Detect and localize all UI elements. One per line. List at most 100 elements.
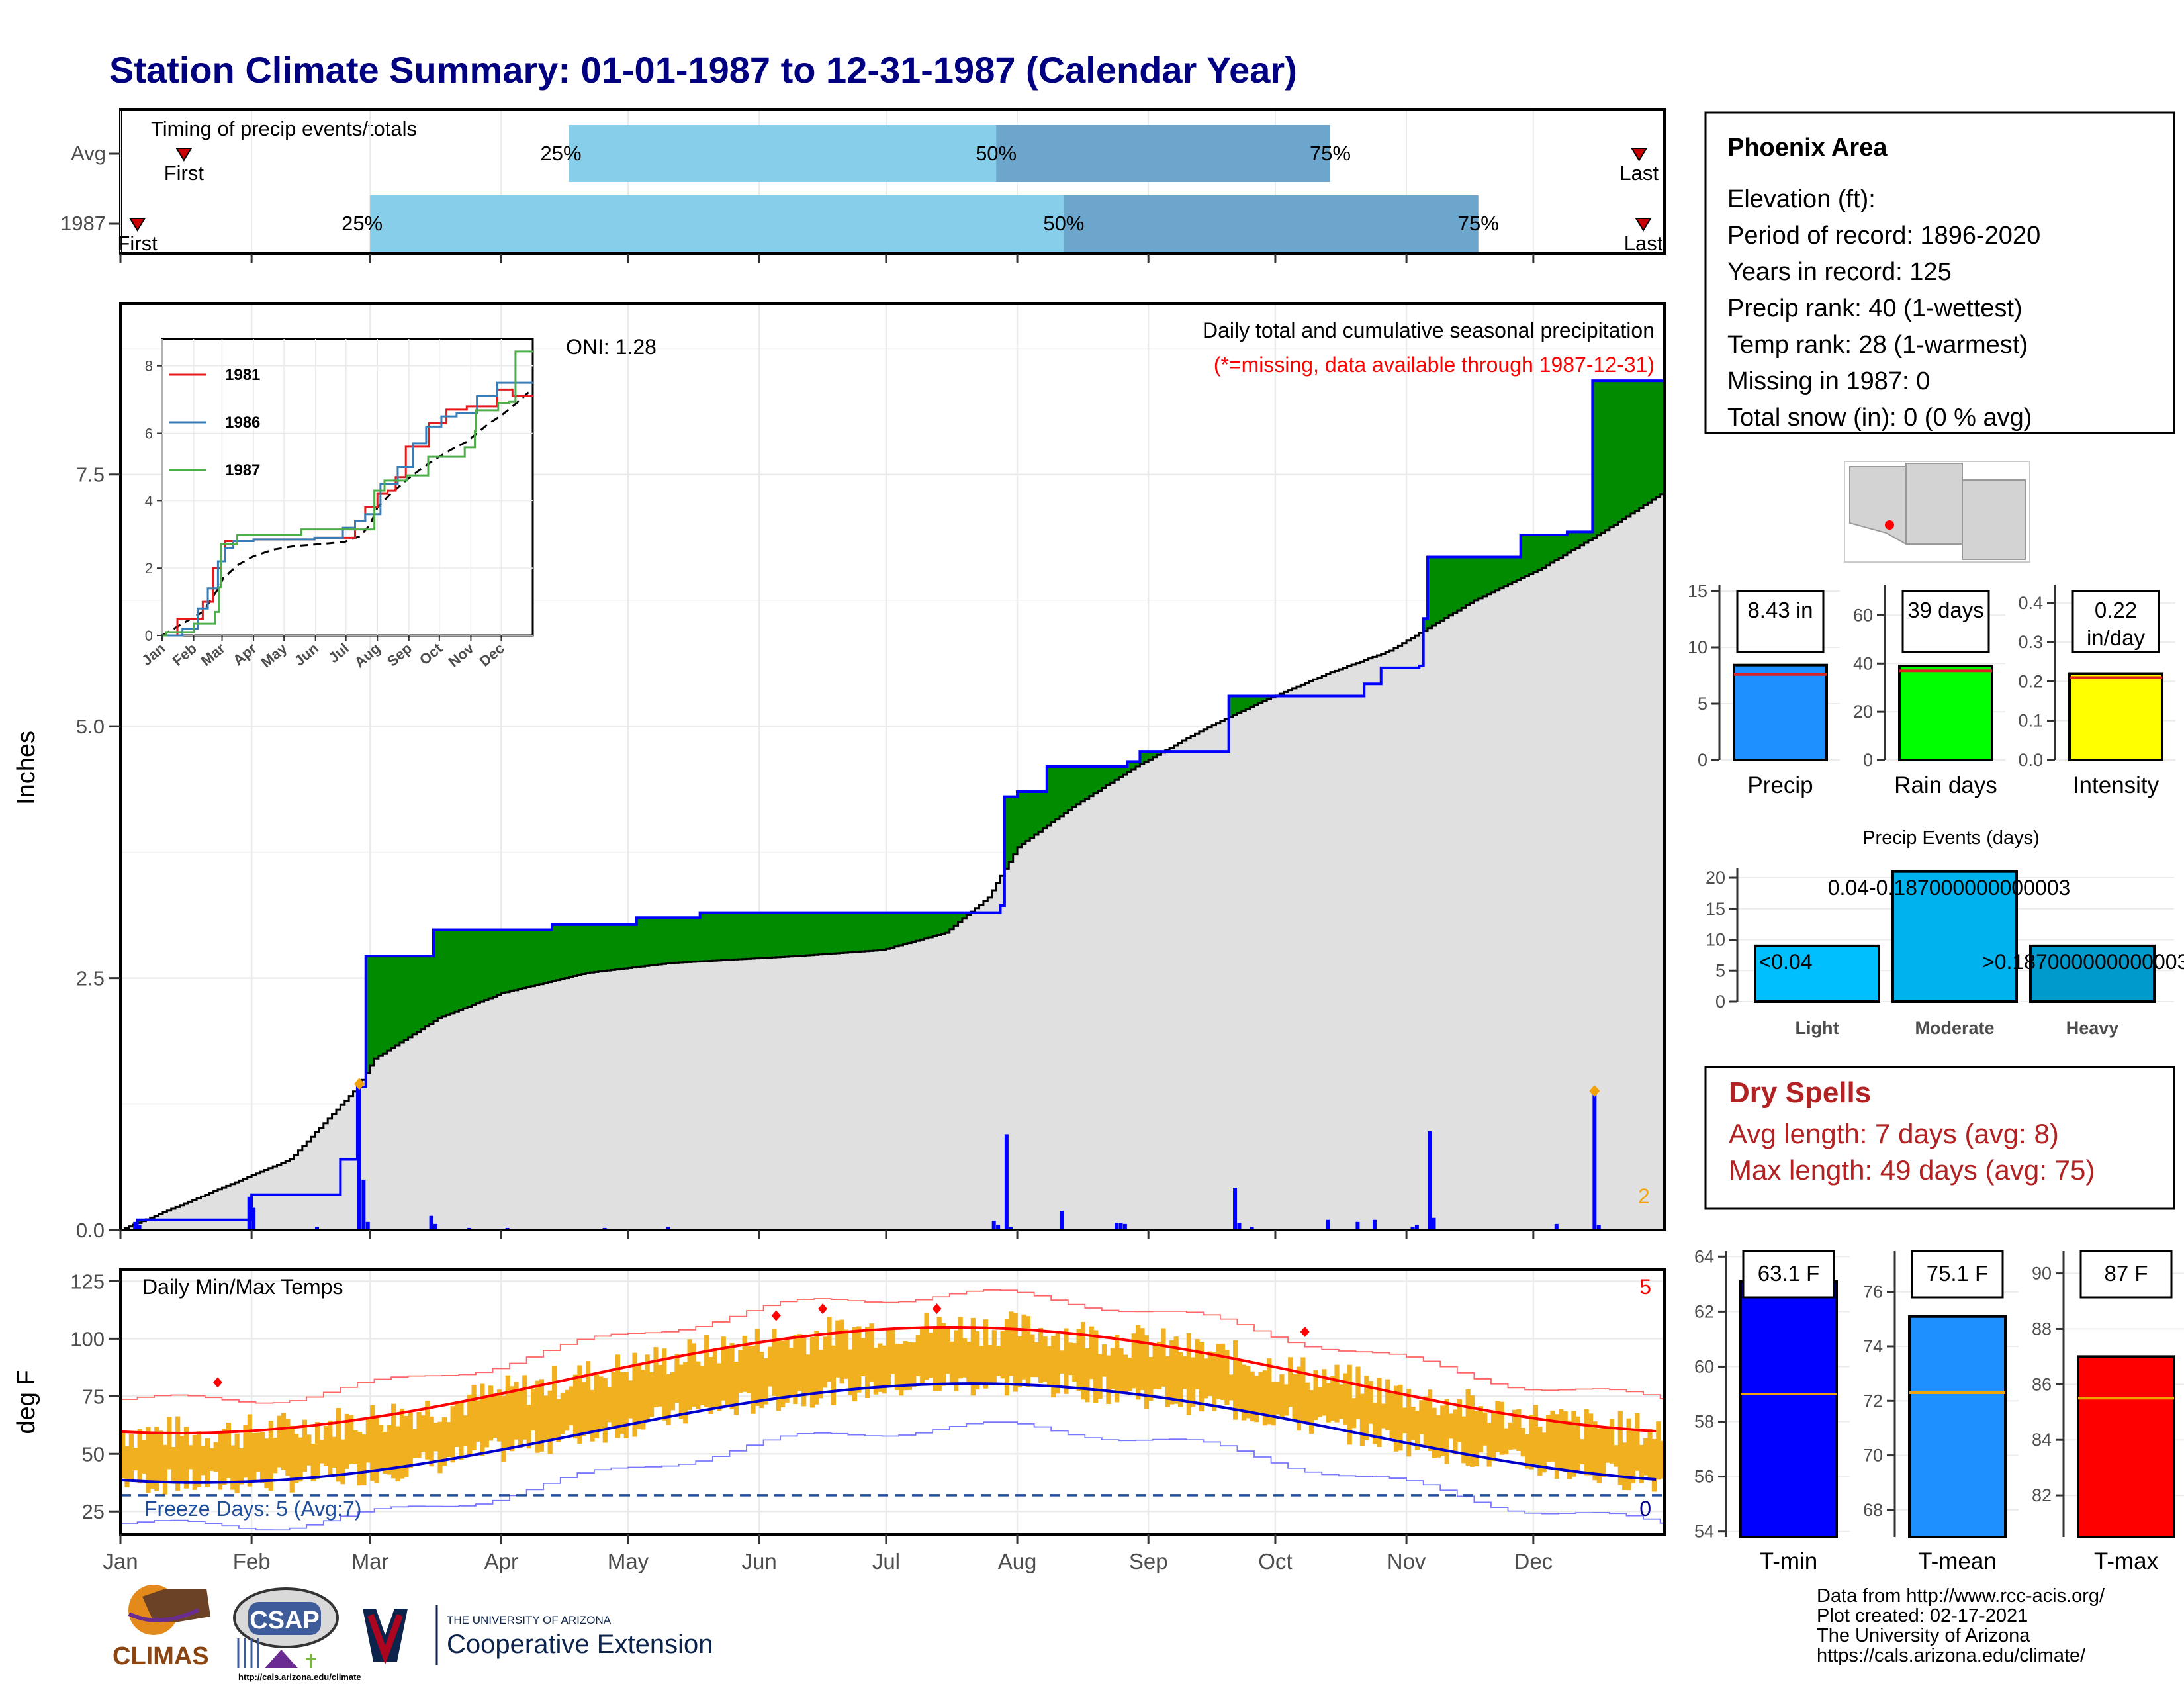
daily-temp-range-bar — [1292, 1374, 1297, 1421]
precip-anomaly-fill — [772, 912, 777, 958]
summary-ytick-label: 0 — [1698, 750, 1707, 770]
daily-temp-range-bar — [1309, 1390, 1314, 1434]
precip-anomaly-fill — [569, 924, 574, 978]
precip-daily-bar — [137, 1225, 142, 1230]
daily-temp-range-bar — [167, 1417, 172, 1470]
precip-daily-bar — [247, 1196, 251, 1230]
daily-temp-range-bar — [1144, 1335, 1150, 1409]
daily-temp-range-bar — [839, 1319, 844, 1384]
daily-temp-range-bar — [1110, 1348, 1115, 1390]
precip-anomaly-fill — [459, 929, 464, 1010]
precip-anomaly-fill — [645, 917, 650, 966]
daily-temp-range-bar — [1059, 1350, 1065, 1374]
precip-anomaly-fill — [492, 929, 498, 997]
precip-anomaly-fill — [425, 956, 430, 1027]
precip-anomaly-fill — [467, 929, 473, 1007]
precip-anomaly-fill — [632, 924, 637, 968]
temp-ytick-label: 50 — [82, 1442, 105, 1466]
precip-anomaly-fill — [1656, 381, 1661, 497]
precip-daily-bar — [1250, 1227, 1254, 1230]
daily-temp-range-bar — [987, 1345, 993, 1384]
precip-anomaly-fill — [1241, 696, 1246, 712]
daily-temp-range-bar — [1520, 1427, 1525, 1457]
precip-anomaly-fill — [1490, 557, 1496, 592]
daily-temp-range-bar — [793, 1335, 798, 1404]
precip-daily-bar — [1596, 1225, 1601, 1230]
daily-temp-range-bar — [484, 1397, 489, 1448]
precip-anomaly-fill — [1017, 792, 1023, 847]
events-title: Precip Events (days) — [1862, 827, 2040, 849]
tempbar-value-box — [2079, 1250, 2173, 1299]
precip-anomaly-fill — [712, 912, 717, 961]
daily-temp-range-bar — [1614, 1445, 1619, 1467]
precip-daily-bar — [1059, 1211, 1064, 1230]
daily-temp-range-bar — [1533, 1405, 1539, 1464]
timing-p75-label: 75% — [1458, 212, 1499, 235]
tempbar-bar — [1739, 1280, 1838, 1538]
inset-series-line — [162, 388, 533, 637]
daily-temp-range-bar — [197, 1431, 202, 1487]
daily-temp-range-bar — [213, 1442, 218, 1472]
daily-temp-range-bar — [1486, 1423, 1492, 1467]
month-label: May — [608, 1549, 649, 1573]
timing-bar-50-75 — [1064, 195, 1479, 252]
credit-line: https://cals.arizona.edu/climate/ — [1817, 1645, 2086, 1666]
precip-anomaly-fill — [852, 912, 857, 953]
daily-temp-range-bar — [141, 1440, 147, 1474]
daily-temp-range-bar — [649, 1372, 655, 1417]
daily-temp-range-bar — [1609, 1419, 1615, 1464]
daily-temp-range-bar — [226, 1423, 231, 1478]
precip-anomaly-fill — [1486, 557, 1492, 594]
precip-anomaly-fill — [860, 912, 866, 952]
precip-anomaly-fill — [1246, 696, 1251, 710]
daily-temp-range-bar — [717, 1363, 722, 1411]
daily-temp-range-bar — [1304, 1382, 1310, 1423]
precip-anomaly-fill — [1541, 535, 1547, 568]
precip-anomaly-fill — [1428, 557, 1433, 628]
precip-anomaly-fill — [1131, 761, 1136, 770]
daily-temp-range-bar — [1601, 1427, 1606, 1477]
precip-anomaly-fill — [501, 929, 506, 994]
station-info-line: Elevation (ft): — [1727, 185, 1876, 213]
daily-temp-range-bar — [958, 1317, 963, 1379]
precip-max-marker — [353, 1078, 365, 1090]
precip-ytick-label: 2.5 — [76, 967, 105, 990]
precip-anomaly-fill — [543, 929, 549, 984]
daily-temp-range-bar — [1525, 1434, 1530, 1469]
precip-anomaly-fill — [395, 956, 400, 1046]
record-high-count: 5 — [1639, 1275, 1651, 1299]
daily-temp-range-bar — [1009, 1311, 1014, 1376]
precip-anomaly-fill — [924, 912, 929, 939]
daily-temp-range-bar — [759, 1352, 764, 1409]
precip-anomaly-fill — [835, 912, 841, 953]
daily-temp-range-bar — [175, 1416, 181, 1491]
daily-temp-range-bar — [1495, 1401, 1500, 1452]
precip-anomaly-fill — [754, 912, 760, 959]
average-max-line — [120, 1325, 1657, 1434]
inset-series-line — [162, 350, 533, 637]
precip-anomaly-fill — [594, 924, 599, 972]
precip-anomaly-fill — [581, 924, 586, 974]
timing-first-label: First — [117, 232, 158, 255]
precip-anomaly-fill — [547, 929, 553, 982]
precip-anomaly-fill — [1550, 535, 1555, 563]
daily-temp-range-bar — [1504, 1428, 1509, 1455]
precip-anomaly-fill — [814, 912, 819, 955]
daily-temp-range-bar — [1165, 1356, 1170, 1407]
precip-anomaly-fill — [1042, 792, 1048, 829]
precip-anomaly-fill — [1106, 767, 1111, 786]
precip-anomaly-fill — [949, 912, 954, 929]
daily-temp-range-bar — [1630, 1430, 1636, 1483]
daily-temp-range-bar — [1212, 1352, 1217, 1411]
precip-anomaly-fill — [780, 912, 786, 957]
station-info-line: Total snow (in): 0 (0 % avg) — [1727, 404, 2032, 432]
tempbar-ytick-label: 84 — [2032, 1430, 2052, 1450]
precip-anomaly-fill — [408, 956, 413, 1037]
daily-temp-range-bar — [1453, 1409, 1458, 1455]
tempbar-category-label: T-min — [1760, 1548, 1818, 1574]
daily-temp-range-bar — [1080, 1321, 1086, 1400]
precip-anomaly-fill — [137, 1219, 142, 1223]
daily-temp-range-bar — [729, 1343, 735, 1409]
precip-anomaly-fill — [928, 912, 933, 937]
summary-ytick-label: 0.3 — [2018, 632, 2043, 652]
